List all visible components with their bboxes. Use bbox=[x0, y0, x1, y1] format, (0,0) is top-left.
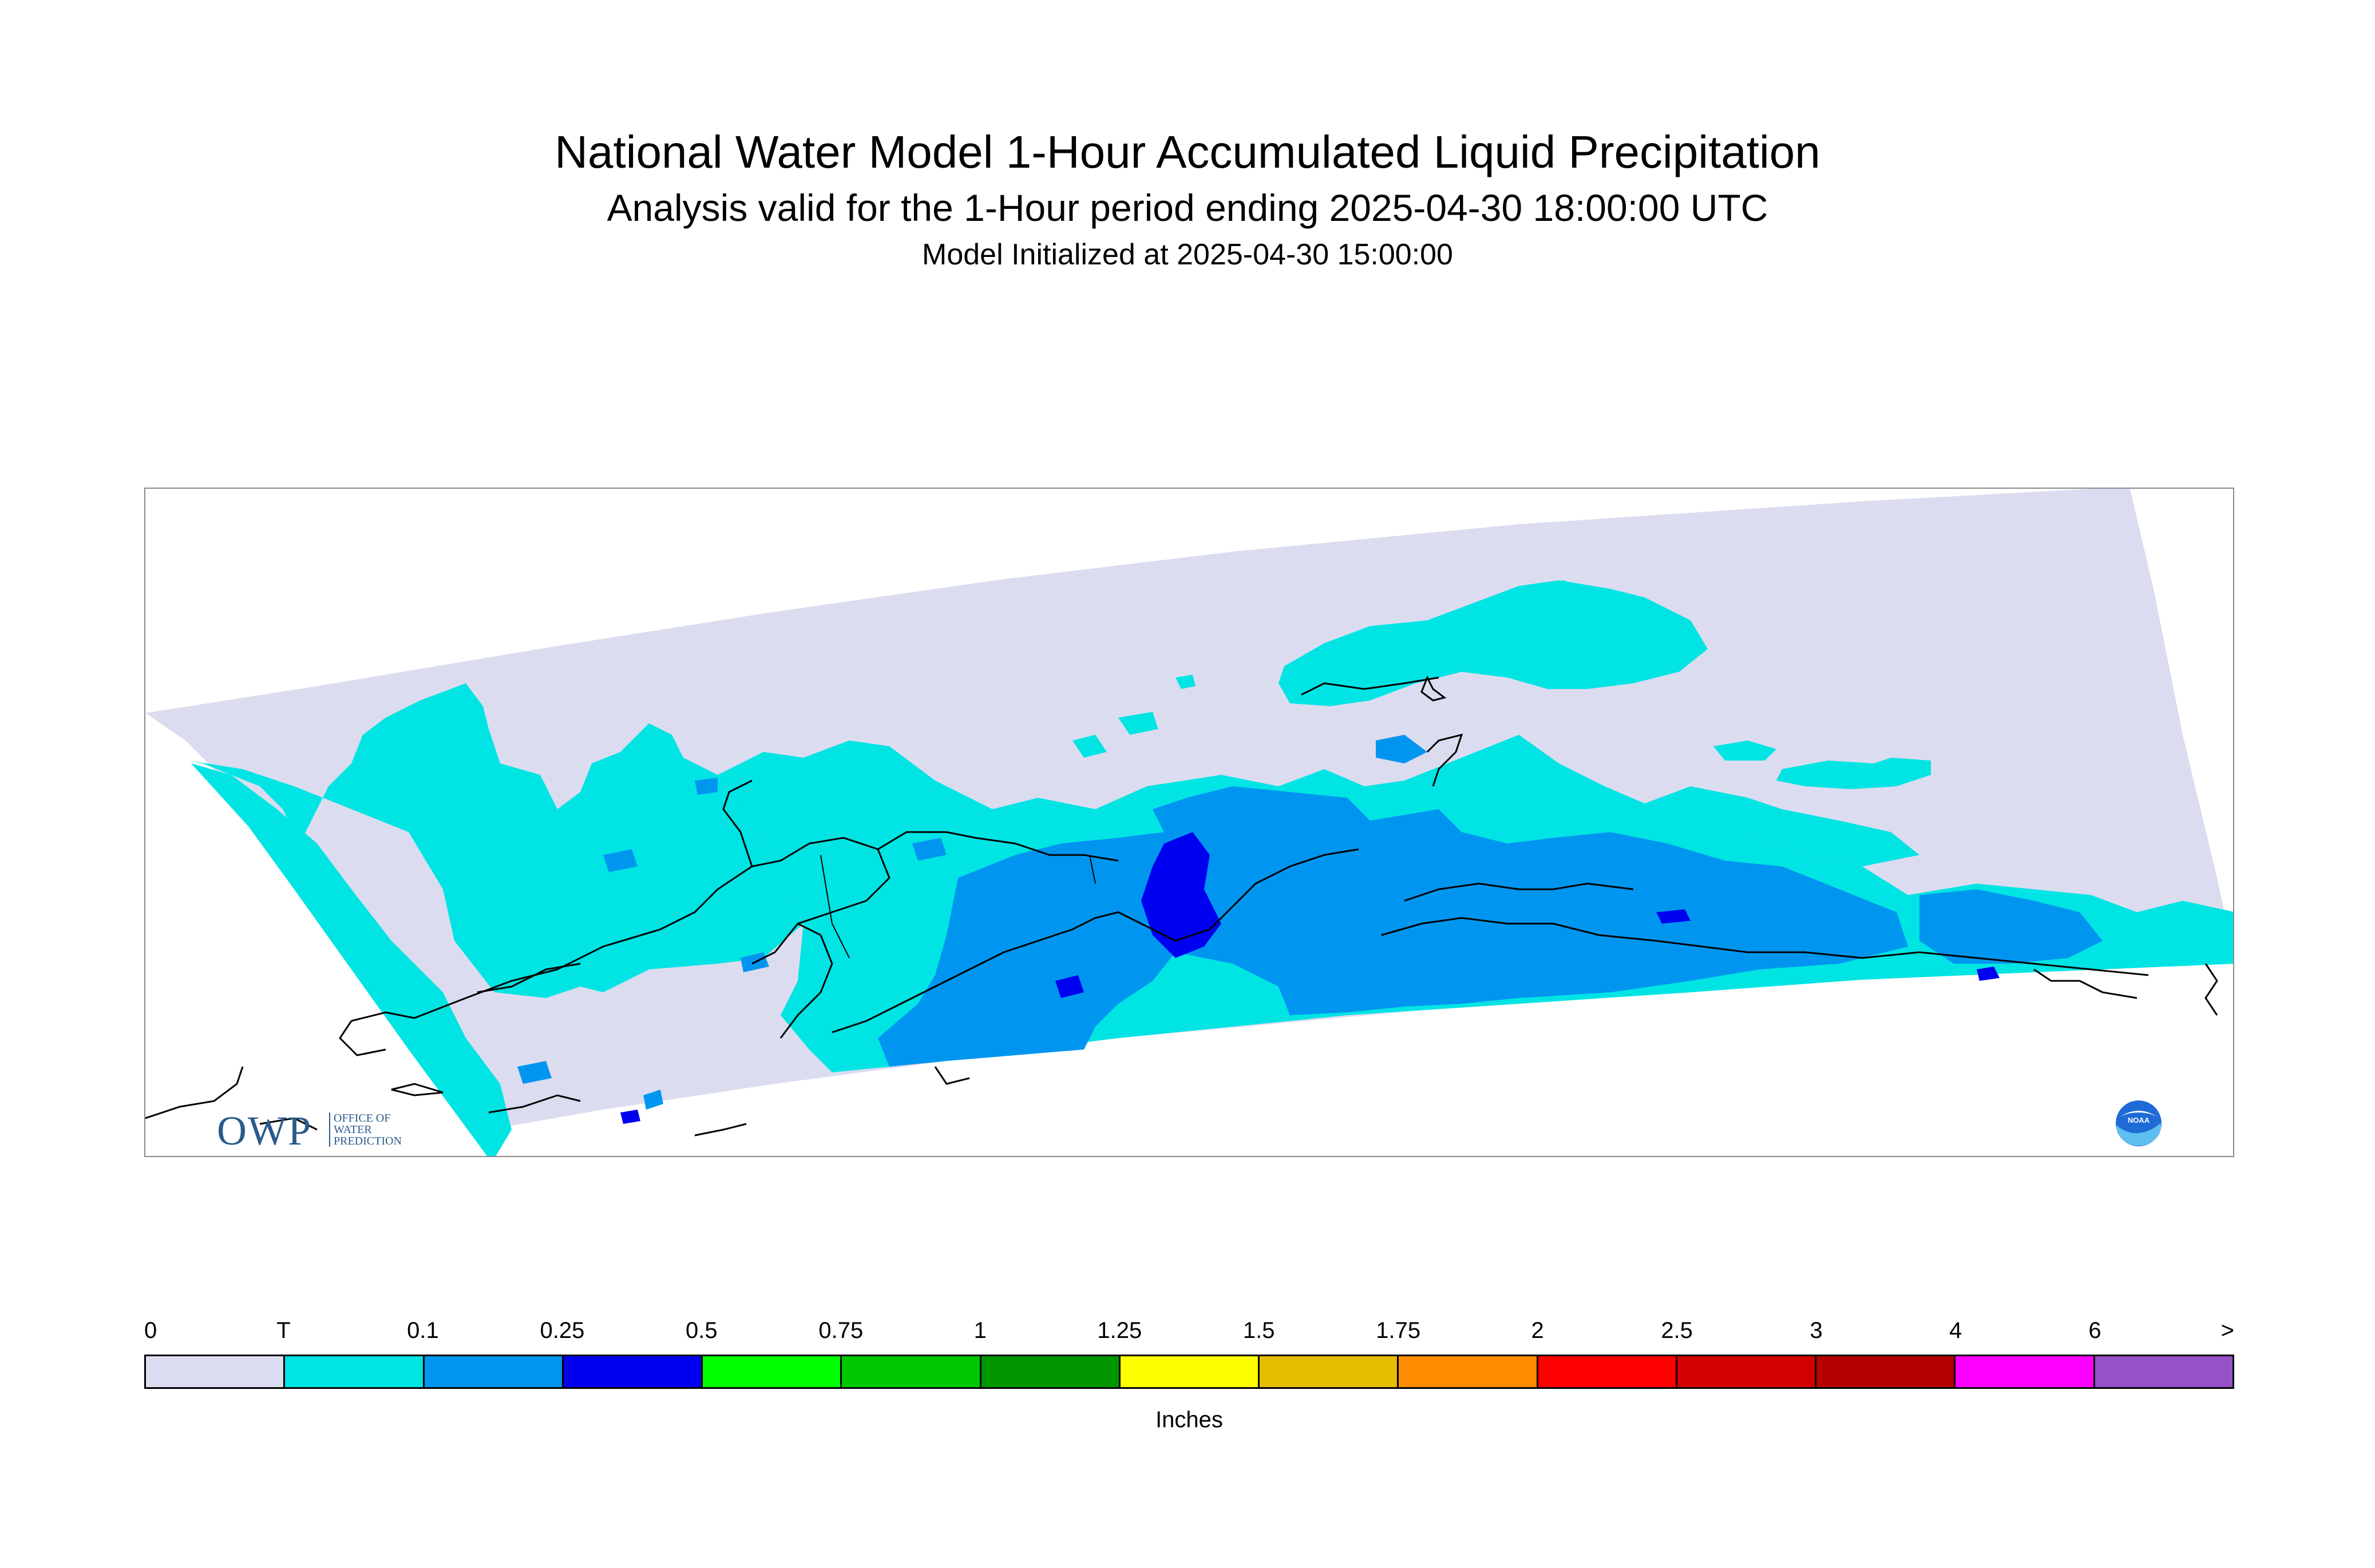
legend-tick-label: 0.75 bbox=[818, 1318, 864, 1343]
legend-swatch bbox=[842, 1356, 981, 1387]
map-canvas bbox=[145, 489, 2233, 1156]
legend-tick-label: 4 bbox=[1949, 1318, 1962, 1343]
legend-labels: 0 T 0.1 0.25 0.5 0.75 1 1.25 1.5 1.75 2 2.5 3 4 6 > bbox=[144, 1316, 2234, 1348]
model-initialized-text: Model Initialized at 2025-04-30 15:00:00 bbox=[922, 238, 1453, 271]
owp-logo-line: OFFICE OF bbox=[334, 1112, 391, 1124]
legend-swatch bbox=[146, 1356, 286, 1387]
owp-logo-line: WATER bbox=[334, 1123, 372, 1136]
legend-swatch bbox=[1260, 1356, 1399, 1387]
legend-tick-label: 1.75 bbox=[1376, 1318, 1421, 1343]
precip-light-areas bbox=[517, 735, 2103, 1110]
owp-logo-line: PREDICTION bbox=[334, 1135, 402, 1147]
legend-swatch bbox=[424, 1356, 564, 1387]
legend-tick-label: > bbox=[2220, 1318, 2234, 1343]
legend-tick-label: 2 bbox=[1531, 1318, 1544, 1343]
legend-swatch bbox=[703, 1356, 842, 1387]
legend-color-bar bbox=[144, 1355, 2234, 1389]
precipitation-map: OWP OFFICE OF WATER PREDICTION NOAA bbox=[144, 488, 2234, 1157]
page-title: National Water Model 1-Hour Accumulated … bbox=[555, 126, 1820, 177]
owp-logo-letters: OWP bbox=[217, 1108, 312, 1154]
legend-tick-label: 6 bbox=[2088, 1318, 2101, 1343]
coastlines bbox=[145, 675, 2218, 1137]
legend-swatch bbox=[1399, 1356, 1538, 1387]
legend-tick-label: 0.5 bbox=[686, 1318, 718, 1343]
legend-swatch bbox=[981, 1356, 1121, 1387]
legend-swatch bbox=[1120, 1356, 1260, 1387]
legend-swatch bbox=[1816, 1356, 1956, 1387]
color-legend: 0 T 0.1 0.25 0.5 0.75 1 1.25 1.5 1.75 2 2.5 3 4 6 > Inc… bbox=[144, 1316, 2234, 1432]
legend-swatch bbox=[1677, 1356, 1817, 1387]
legend-tick-label: 2.5 bbox=[1661, 1318, 1693, 1343]
legend-tick-label: T bbox=[276, 1318, 291, 1343]
owp-logo-text: OFFICE OF WATER PREDICTION bbox=[329, 1112, 431, 1147]
legend-tick-label: 1 bbox=[973, 1318, 987, 1343]
legend-swatch bbox=[1956, 1356, 2095, 1387]
legend-tick-label: 0.25 bbox=[540, 1318, 585, 1343]
page-subtitle: Analysis valid for the 1-Hour period end… bbox=[607, 187, 1768, 229]
precip-moderate-areas bbox=[620, 832, 2000, 1124]
legend-swatch bbox=[1538, 1356, 1677, 1387]
legend-tick-label: 0.1 bbox=[407, 1318, 439, 1343]
noaa-logo-icon: NOAA bbox=[2115, 1100, 2162, 1147]
noaa-logo-text: NOAA bbox=[2128, 1116, 2150, 1124]
legend-units: Inches bbox=[1155, 1407, 1223, 1432]
legend-tick-label: 3 bbox=[1810, 1318, 1823, 1343]
legend-swatch bbox=[285, 1356, 425, 1387]
legend-tick-label: 1.25 bbox=[1097, 1318, 1142, 1343]
legend-tick-label: 1.5 bbox=[1242, 1318, 1275, 1343]
border-lines bbox=[820, 854, 1096, 959]
legend-swatch bbox=[2095, 1356, 2232, 1387]
legend-swatch bbox=[563, 1356, 703, 1387]
legend-tick-label: 0 bbox=[144, 1318, 157, 1343]
owp-logo: OWP OFFICE OF WATER PREDICTION bbox=[217, 1108, 423, 1154]
